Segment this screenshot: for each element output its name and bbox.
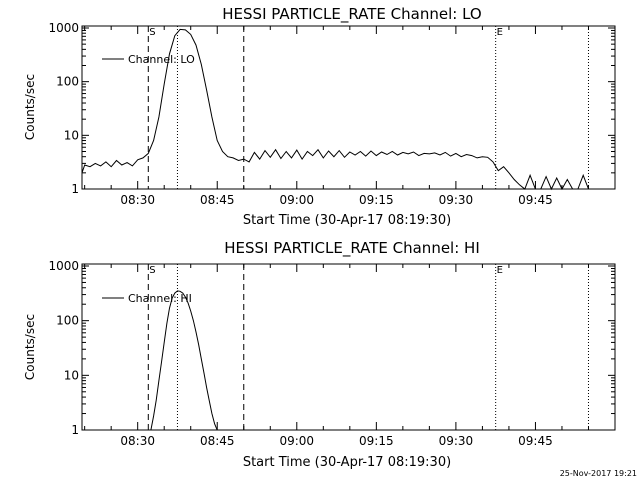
timestamp-footer: 25-Nov-2017 19:21 <box>560 469 637 478</box>
time-marker-label: E <box>497 265 503 276</box>
hi-channel-panel: HESSI PARTICLE_RATE Channel: HI Counts/s… <box>23 239 616 470</box>
data-series <box>150 290 218 431</box>
y-tick-label: 10 <box>64 128 79 142</box>
y-axis-label: Counts/sec <box>23 314 37 380</box>
x-axis-label: Start Time (30-Apr-17 08:19:30) <box>243 213 451 228</box>
legend-label: Channel: HI <box>128 292 192 305</box>
x-tick-label: 09:15 <box>359 193 394 207</box>
plot-frame <box>81 263 616 431</box>
x-tick-label: 09:30 <box>439 193 474 207</box>
y-axis-label: Counts/sec <box>23 74 37 140</box>
x-axis-label: Start Time (30-Apr-17 08:19:30) <box>243 455 451 470</box>
legend-label: Channel: LO <box>128 53 195 66</box>
y-tick-label: 1000 <box>48 21 79 35</box>
data-series <box>81 28 589 191</box>
y-tick-label: 100 <box>56 75 79 89</box>
y-tick-label: 10 <box>64 368 79 382</box>
series-line <box>81 28 589 191</box>
x-tick-label: 08:30 <box>120 434 155 448</box>
lo-channel-panel: HESSI PARTICLE_RATE Channel: LO Counts/s… <box>23 5 616 228</box>
x-tick-label: 09:00 <box>279 193 314 207</box>
x-tick-label: 09:45 <box>518 193 553 207</box>
x-tick-label: 08:45 <box>200 193 235 207</box>
axis-ticks: 1 10 100 1000 08:30 08:45 09:00 09:15 09:30 09:45 <box>48 259 615 448</box>
chart-title: HESSI PARTICLE_RATE Channel: HI <box>224 239 480 258</box>
y-tick-label: 1 <box>71 423 79 437</box>
plot-frame <box>81 25 616 190</box>
axis-ticks: 1 10 100 1000 08:30 08:45 09:00 09:15 09:30 09:45 <box>48 21 615 207</box>
y-tick-label: 1 <box>71 182 79 196</box>
y-tick-label: 1000 <box>48 259 79 273</box>
x-tick-label: 09:15 <box>359 434 394 448</box>
x-tick-label: 09:45 <box>518 434 553 448</box>
x-tick-label: 08:30 <box>120 193 155 207</box>
x-tick-label: 09:30 <box>439 434 474 448</box>
series-line <box>150 290 218 431</box>
time-marker-label: S <box>149 27 155 38</box>
x-tick-label: 09:00 <box>279 434 314 448</box>
chart-title: HESSI PARTICLE_RATE Channel: LO <box>222 5 481 24</box>
time-marker-label: E <box>497 27 503 38</box>
x-tick-label: 08:45 <box>200 434 235 448</box>
y-tick-label: 100 <box>56 314 79 328</box>
time-marker-label: S <box>149 265 155 276</box>
